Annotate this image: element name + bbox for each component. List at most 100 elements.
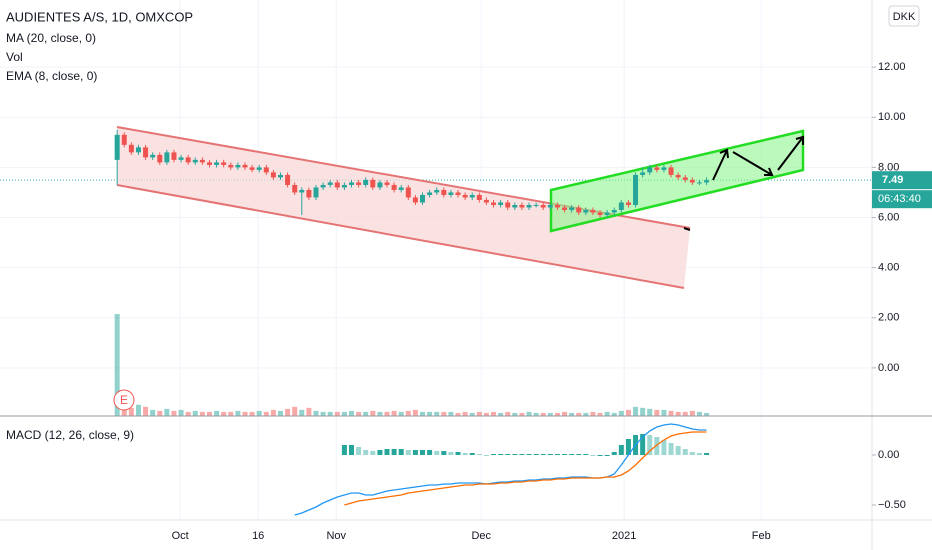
candle-body xyxy=(625,202,631,205)
arrows xyxy=(712,135,804,181)
volume-bar xyxy=(128,407,134,416)
y-tick-label: 0.00 xyxy=(878,449,899,461)
macd-histogram-bar xyxy=(618,445,624,455)
volume-bar xyxy=(256,410,262,416)
candle-body xyxy=(633,174,639,205)
volume-bar xyxy=(363,411,369,416)
countdown: 06:43:40 xyxy=(878,193,921,205)
volume-bar xyxy=(654,409,660,416)
currency[interactable]: DKK xyxy=(893,11,916,23)
candle-body xyxy=(299,189,305,193)
macd-histogram-bar xyxy=(348,445,354,455)
candle-body xyxy=(533,204,539,206)
candle-body xyxy=(199,159,205,163)
candle-body xyxy=(448,192,454,195)
volume-bar xyxy=(356,411,362,416)
macd-histogram-bar xyxy=(412,450,418,455)
candle-body xyxy=(469,194,475,198)
volume-bar xyxy=(263,411,269,416)
volume-bar xyxy=(348,410,354,416)
candle-body xyxy=(398,187,404,190)
volume-bar xyxy=(476,411,482,416)
candle-body xyxy=(682,177,688,180)
macd-histogram-bar xyxy=(370,451,376,455)
candle-body xyxy=(313,187,319,198)
y-tick-label: 0.00 xyxy=(878,362,899,374)
candle-body xyxy=(164,152,170,163)
arrow xyxy=(777,135,804,171)
y-tick-label: 4.00 xyxy=(878,262,899,274)
volume-bar xyxy=(228,411,234,416)
volume-bar xyxy=(583,412,589,416)
x-tick-label: 16 xyxy=(252,530,264,542)
volume-bar xyxy=(625,409,631,416)
volume-bar xyxy=(114,314,120,416)
volume-bar xyxy=(562,411,568,416)
candle-body xyxy=(391,184,397,190)
candle-body xyxy=(348,182,354,185)
earnings-marker[interactable] xyxy=(113,389,135,411)
volume-bar xyxy=(299,409,305,416)
candle-body xyxy=(228,164,234,168)
candle-body xyxy=(327,182,333,185)
macd-histogram-bar xyxy=(455,452,461,455)
volume-bar xyxy=(405,410,411,416)
macd-histogram-bar xyxy=(356,447,362,455)
arrow xyxy=(712,148,729,181)
candle-body xyxy=(455,192,461,195)
candle-body xyxy=(356,182,362,185)
candle-body xyxy=(519,204,525,208)
candle-body xyxy=(583,210,589,213)
candle-body xyxy=(441,189,447,195)
macd-histogram-bar xyxy=(675,446,681,455)
macd-histogram-bar xyxy=(611,452,617,455)
drawn-line xyxy=(683,227,691,231)
candle-body xyxy=(128,144,134,153)
volume-bar xyxy=(292,406,298,416)
candle-body xyxy=(320,184,326,188)
macd-histogram-bar xyxy=(526,454,532,455)
currency-button[interactable] xyxy=(888,5,920,27)
candle-body xyxy=(292,184,298,193)
macd-histogram-bar xyxy=(569,454,575,455)
volume-bar xyxy=(221,411,227,416)
volume-bar xyxy=(661,409,667,416)
volume-bar xyxy=(135,404,141,416)
volume-bar xyxy=(491,411,497,416)
macd-histogram-bar xyxy=(384,449,390,455)
macd-histogram-bar xyxy=(505,454,511,455)
macd-histogram-bar xyxy=(604,455,610,456)
volume-bar xyxy=(285,408,291,416)
macd-histogram-bar xyxy=(483,455,489,456)
channel-line xyxy=(116,184,685,289)
macd-histogram-bar xyxy=(398,449,404,455)
candle-body xyxy=(554,204,560,208)
macd-histogram-bar xyxy=(554,454,560,455)
macd-histogram-bar xyxy=(377,450,383,455)
volume-bar xyxy=(483,412,489,416)
candle-body xyxy=(114,134,120,160)
x-tick-label: 2021 xyxy=(612,530,636,542)
candle-body xyxy=(562,207,568,211)
volume-bar xyxy=(277,410,283,416)
candle-body xyxy=(214,162,220,165)
candle-body xyxy=(576,207,582,213)
volume-bar xyxy=(498,412,504,416)
volume-bar xyxy=(675,411,681,416)
macd-histogram-bar xyxy=(689,452,695,455)
candle-body xyxy=(689,179,695,183)
macd-histogram-bar xyxy=(704,453,710,455)
candle-body xyxy=(306,189,312,198)
volume-bar xyxy=(462,411,468,416)
volume-bar xyxy=(327,411,333,416)
candle-body xyxy=(668,167,674,175)
indicator-label: MA (20, close, 0) xyxy=(6,31,96,45)
countdown-tag xyxy=(872,190,932,209)
candle-body xyxy=(377,182,383,188)
earnings-label[interactable]: E xyxy=(120,393,128,407)
volume-bar xyxy=(214,410,220,416)
volume-bar xyxy=(526,411,532,416)
volume-bar xyxy=(249,411,255,416)
candle-body xyxy=(370,179,376,188)
